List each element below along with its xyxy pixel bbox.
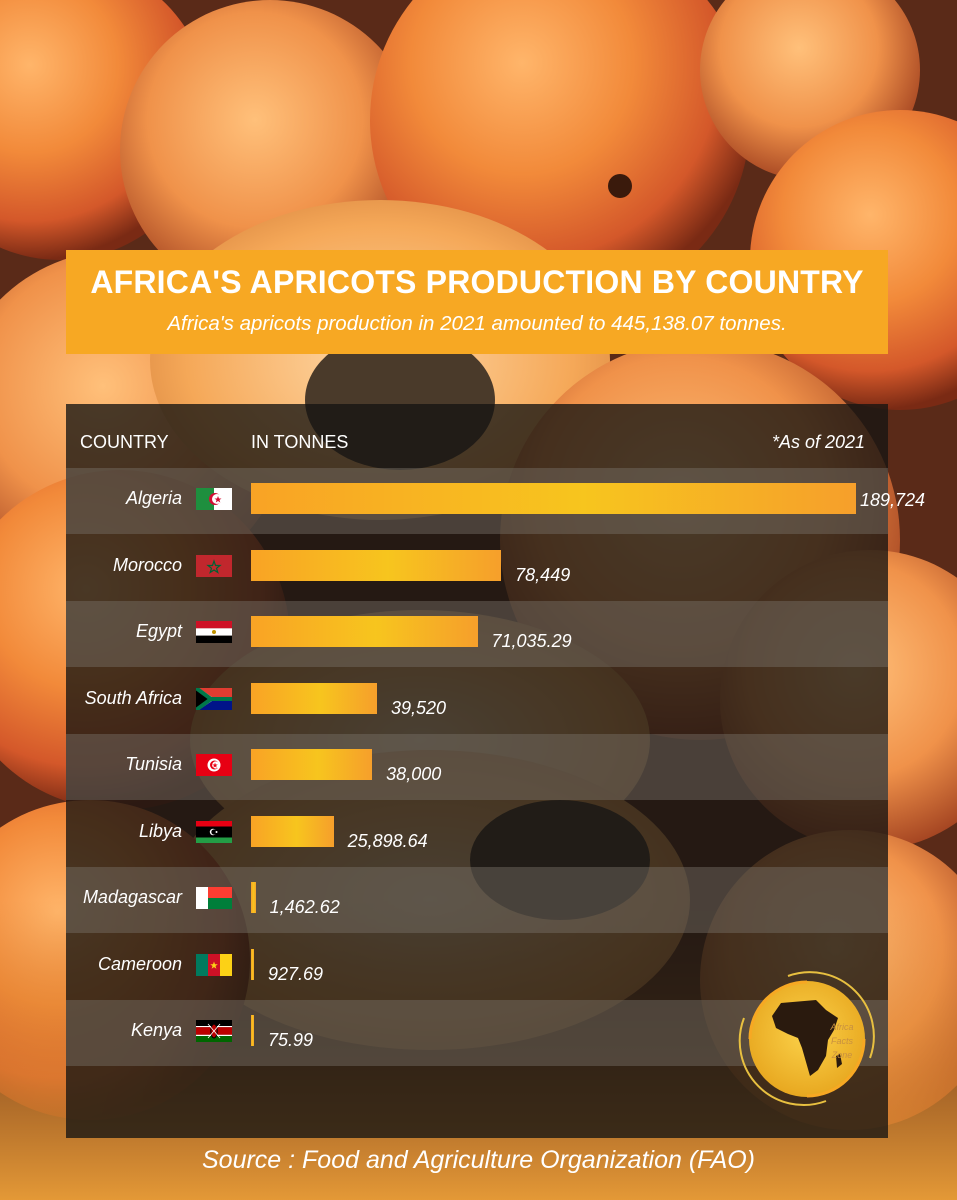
chart-subtitle: Africa's apricots production in 2021 amo… [167, 312, 787, 335]
country-label-kenya: Kenya [130, 1020, 182, 1040]
value-label-south-africa: 39,520 [391, 697, 447, 718]
value-label-algeria: 189,724 [860, 490, 926, 510]
column-header-unit: IN TONNES [251, 432, 349, 452]
value-label-cameroon: 927.69 [268, 963, 324, 984]
value-label-libya: 25,898.64 [347, 830, 428, 851]
country-label-tunisia: Tunisia [125, 754, 182, 774]
madagascar-flag-icon [196, 887, 232, 909]
source-note: Source : Food and Agriculture Organizati… [201, 1146, 756, 1174]
country-label-south-africa: South Africa [84, 687, 182, 708]
country-label-egypt: Egypt [135, 621, 182, 641]
logo-text-line: Zone [831, 1050, 853, 1060]
logo-text: Africa Facts Zone [812, 1020, 872, 1062]
logo-text-line: Africa [830, 1022, 854, 1032]
kenya-flag-icon [196, 1020, 232, 1042]
bar-south-africa [251, 682, 378, 714]
cameroon-flag-icon [196, 953, 232, 976]
bar-cameroon [251, 948, 254, 980]
africa-map-logo-icon [738, 971, 875, 1106]
egypt-flag-icon [196, 621, 232, 643]
table-row [66, 668, 888, 734]
value-label-madagascar: 1,462.62 [269, 897, 340, 917]
table-row [66, 734, 888, 800]
chart-title: AFRICA'S APRICOTS PRODUCTION BY COUNTRY [90, 264, 864, 300]
country-label-algeria: Algeria [125, 488, 182, 508]
country-label-libya: Libya [138, 820, 182, 841]
table-row [66, 867, 888, 933]
country-label-morocco: Morocco [112, 554, 182, 575]
value-label-tunisia: 38,000 [386, 764, 442, 784]
title-banner: AFRICA'S APRICOTS PRODUCTION BY COUNTRY … [66, 250, 888, 354]
libya-flag-icon [196, 820, 232, 843]
table-row [66, 801, 888, 867]
bar-kenya [251, 1015, 254, 1046]
morocco-flag-icon [196, 554, 232, 577]
bar-tunisia [251, 749, 373, 780]
country-label-cameroon: Cameroon [97, 953, 182, 974]
value-label-egypt: 71,035.29 [491, 631, 572, 651]
logo-text-line: Facts [830, 1036, 853, 1046]
south-africa-flag-icon [196, 687, 232, 710]
algeria-flag-icon [196, 488, 232, 510]
bar-libya [251, 815, 334, 847]
bar-madagascar [251, 882, 256, 913]
bar-egypt [251, 616, 478, 647]
country-label-madagascar: Madagascar [82, 887, 182, 907]
date-note: *As of 2021 [772, 432, 866, 452]
value-label-kenya: 75.99 [268, 1030, 314, 1050]
column-header-country: COUNTRY [80, 432, 169, 452]
tunisia-flag-icon [196, 754, 232, 776]
value-label-morocco: 78,449 [515, 564, 571, 585]
bar-algeria [251, 483, 856, 514]
bar-morocco [251, 549, 502, 581]
